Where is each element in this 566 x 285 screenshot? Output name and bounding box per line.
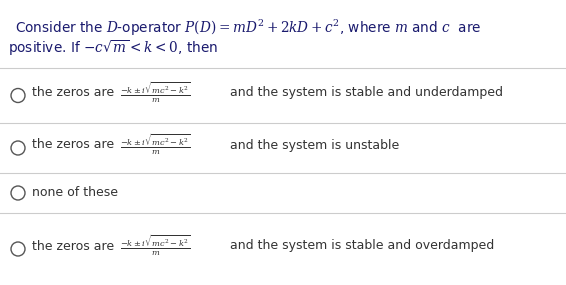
Text: positive. If $-c\sqrt{m} < k < 0$, then: positive. If $-c\sqrt{m} < k < 0$, then bbox=[8, 38, 218, 58]
Text: $\frac{-k \pm i\sqrt{mc^2 - k^2}}{m}$: $\frac{-k \pm i\sqrt{mc^2 - k^2}}{m}$ bbox=[120, 133, 191, 157]
Text: and the system is stable and overdamped: and the system is stable and overdamped bbox=[230, 239, 494, 253]
Text: $\frac{-k \pm i\sqrt{mc^2 - k^2}}{m}$: $\frac{-k \pm i\sqrt{mc^2 - k^2}}{m}$ bbox=[120, 80, 191, 105]
Text: and the system is stable and underdamped: and the system is stable and underdamped bbox=[230, 86, 503, 99]
Text: Consider the $\mathit{D}$-operator $\mathit{P}(\mathit{D}) = m\mathit{D}^2 + 2k\: Consider the $\mathit{D}$-operator $\mat… bbox=[15, 18, 482, 38]
Text: the zeros are: the zeros are bbox=[32, 86, 114, 99]
Text: $\frac{-k \pm i\sqrt{mc^2 - k^2}}{m}$: $\frac{-k \pm i\sqrt{mc^2 - k^2}}{m}$ bbox=[120, 234, 191, 258]
Text: the zeros are: the zeros are bbox=[32, 239, 114, 253]
Text: the zeros are: the zeros are bbox=[32, 139, 114, 152]
Text: and the system is unstable: and the system is unstable bbox=[230, 139, 399, 152]
Text: none of these: none of these bbox=[32, 186, 118, 200]
